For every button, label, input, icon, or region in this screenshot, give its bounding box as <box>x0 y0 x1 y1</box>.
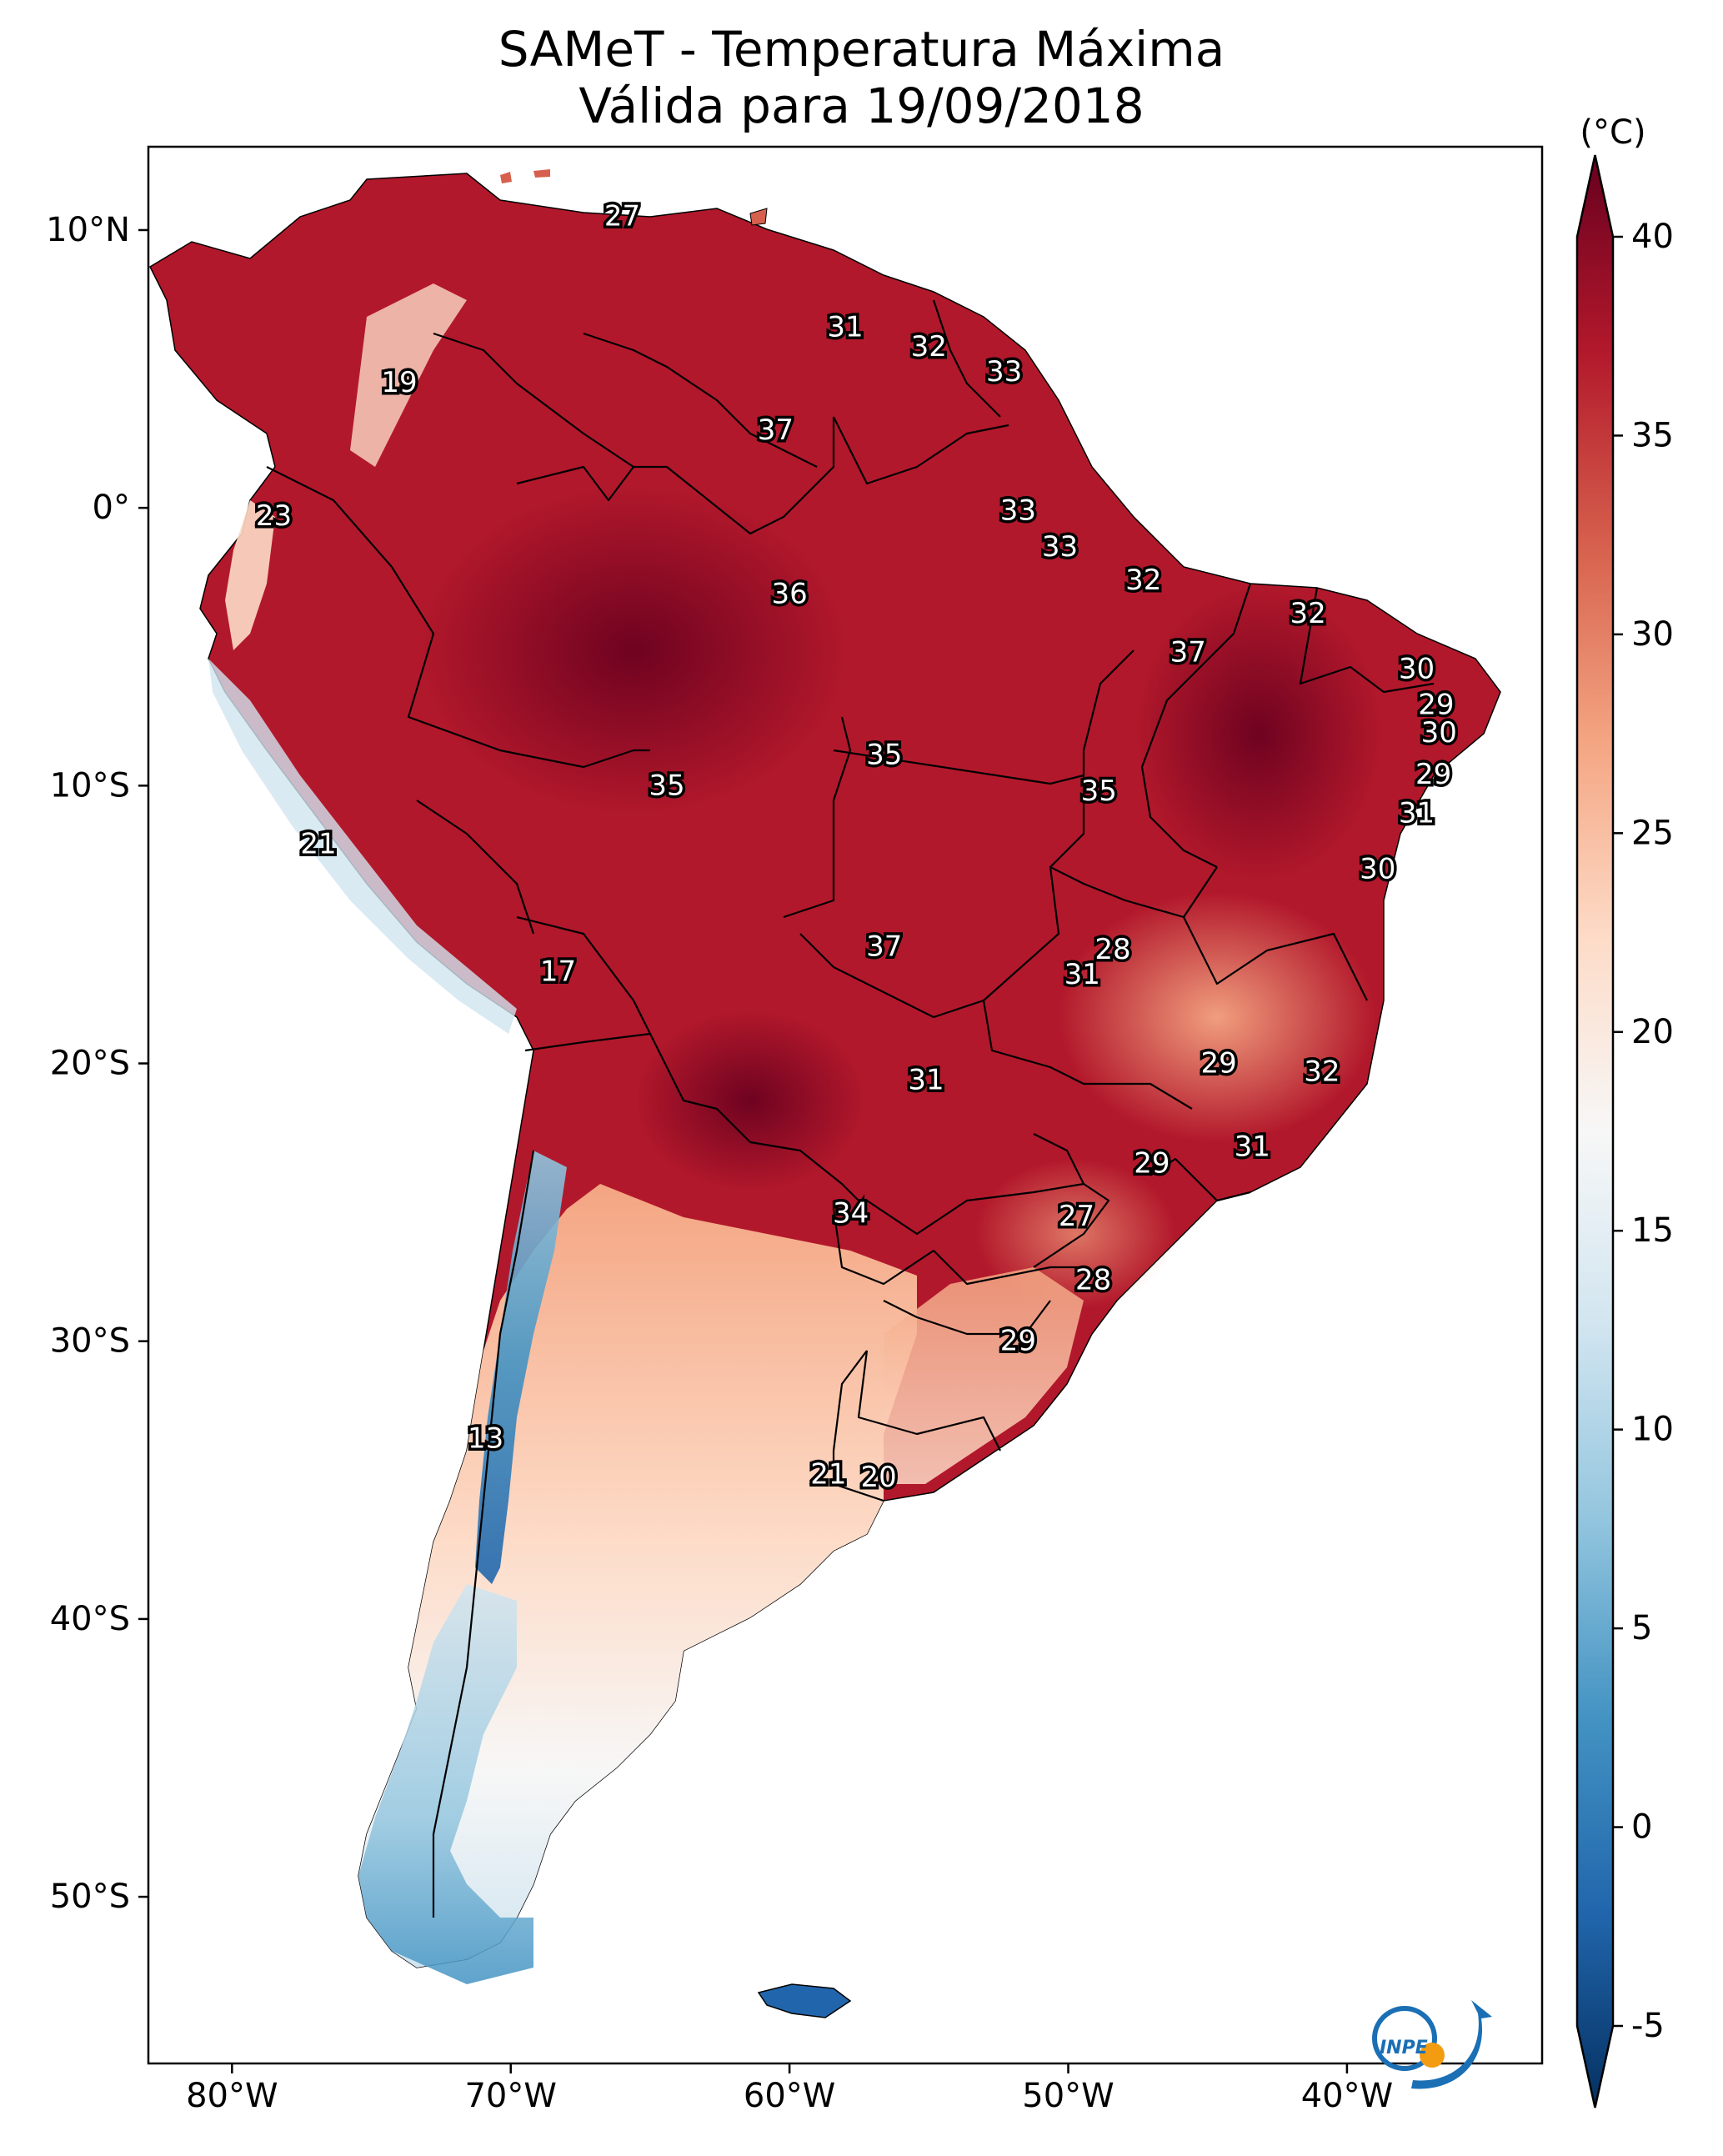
ecuador-highlands-cool <box>225 500 275 650</box>
latitude-axis: 10°N 0° 10°S 20°S 30°S 40°S 50°S <box>46 211 148 1916</box>
temperature-label: 20 <box>860 1461 896 1494</box>
lat-tick-label: 50°S <box>50 1878 130 1916</box>
temperature-label: 29 <box>1418 689 1454 722</box>
lon-tick-label: 70°W <box>464 2077 556 2115</box>
temperature-label: 28 <box>1075 1263 1111 1296</box>
colorbar-tick-label: 5 <box>1631 1609 1652 1647</box>
temperature-label: 35 <box>1081 775 1117 808</box>
map-title: SAMeT - Temperatura Máxima <box>498 21 1225 78</box>
temperature-label: 21 <box>300 827 336 860</box>
temperature-label: 27 <box>604 199 640 233</box>
map-subtitle: Válida para 19/09/2018 <box>579 78 1144 134</box>
temperature-label: 30 <box>1399 652 1435 685</box>
temperature-label: 29 <box>1000 1325 1036 1358</box>
colorbar-tick-label: 35 <box>1631 416 1674 454</box>
logo-sun-icon <box>1420 2043 1445 2068</box>
colorbar-tick-label: 25 <box>1631 814 1674 852</box>
temperature-label: 36 <box>771 577 807 610</box>
temperature-label: 32 <box>1125 564 1161 597</box>
temperature-label: 31 <box>1064 958 1100 991</box>
country-borders <box>266 299 1435 1918</box>
colorbar-tick-label: 30 <box>1631 615 1674 654</box>
temperature-label: 30 <box>1360 852 1395 885</box>
temperature-label: 23 <box>256 499 292 533</box>
temperature-label: 31 <box>1399 797 1435 830</box>
patagonia-cold <box>358 1584 533 1984</box>
colorbar-unit: (°C) <box>1580 113 1645 152</box>
colorbar-tick-label: 40 <box>1631 218 1674 256</box>
temperature-label: 37 <box>866 930 902 964</box>
temperature-label: 21 <box>810 1458 846 1492</box>
temperature-label: 32 <box>1304 1055 1340 1089</box>
peru-coast-cool <box>208 659 517 1034</box>
temperature-label: 35 <box>649 769 684 802</box>
colombia-andes-cool <box>350 283 467 467</box>
temperature-label: 31 <box>908 1064 944 1097</box>
temperature-label: 33 <box>1000 494 1036 527</box>
temperature-label: 31 <box>1235 1130 1270 1163</box>
temperature-label: 37 <box>1170 635 1206 669</box>
logo-ring-icon <box>1372 2006 1437 2071</box>
colorbar-tick-label: 0 <box>1631 1808 1652 1847</box>
temperature-label: 35 <box>866 739 902 772</box>
colorbar-ticks: 40 35 30 25 20 15 10 5 0 -5 <box>1613 218 1674 2045</box>
temperature-label: 30 <box>1421 716 1457 750</box>
caribbean-islet <box>500 172 512 183</box>
temperature-label: 37 <box>758 414 794 447</box>
inpe-logo: INPE <box>1372 2000 1492 2089</box>
lon-tick-label: 50°W <box>1022 2077 1114 2115</box>
temperature-label: 34 <box>833 1196 869 1230</box>
temperature-label: 32 <box>911 330 947 364</box>
map-area <box>149 169 1501 2018</box>
trinidad-island <box>749 208 768 226</box>
lat-tick-label: 10°S <box>50 766 130 805</box>
lat-tick-label: 20°S <box>50 1045 130 1083</box>
logo-arrow-icon <box>1411 2000 1492 2089</box>
temperature-field <box>149 173 1501 1984</box>
temperature-label: 17 <box>540 955 576 989</box>
temperature-label: 27 <box>1059 1200 1094 1233</box>
colorbar-tick-label: 20 <box>1631 1013 1674 1051</box>
andes-cold-band <box>475 1151 567 1584</box>
lon-tick-label: 60°W <box>744 2077 835 2115</box>
lon-tick-label: 40°W <box>1301 2077 1393 2115</box>
temperature-label: 31 <box>827 311 863 344</box>
colorbar-body <box>1575 154 1615 2108</box>
colorbar-tick-label: 15 <box>1631 1211 1674 1250</box>
temperature-label: 32 <box>1290 597 1325 630</box>
temperature-label: 28 <box>1094 933 1130 966</box>
lat-tick-label: 40°S <box>50 1600 130 1638</box>
colorbar-tick-label: 10 <box>1631 1411 1674 1449</box>
lat-tick-label: 10°N <box>46 211 130 249</box>
temperature-label: 13 <box>468 1421 503 1455</box>
logo-text: INPE <box>1380 2038 1428 2058</box>
islands <box>500 169 852 2018</box>
longitude-axis: 80°W 70°W 60°W 50°W 40°W <box>186 2063 1393 2115</box>
falklands-island <box>757 1983 852 2018</box>
temperature-label: 19 <box>381 366 417 399</box>
caribbean-islet <box>533 169 550 178</box>
temperature-label: 29 <box>1415 758 1451 791</box>
temperature-label: 33 <box>1042 530 1078 564</box>
lat-tick-label: 30°S <box>50 1322 130 1361</box>
temperature-label: 29 <box>1134 1146 1170 1180</box>
lat-tick-label: 0° <box>93 489 130 527</box>
temperature-label: 29 <box>1200 1047 1236 1081</box>
map-frame <box>147 145 1544 2065</box>
lon-tick-label: 80°W <box>186 2077 278 2115</box>
temperature-label: 33 <box>986 355 1022 389</box>
colorbar: 40 35 30 25 20 15 10 5 0 -5 (°C) <box>1575 113 1674 2108</box>
colorbar-tick-label: -5 <box>1631 2007 1665 2045</box>
